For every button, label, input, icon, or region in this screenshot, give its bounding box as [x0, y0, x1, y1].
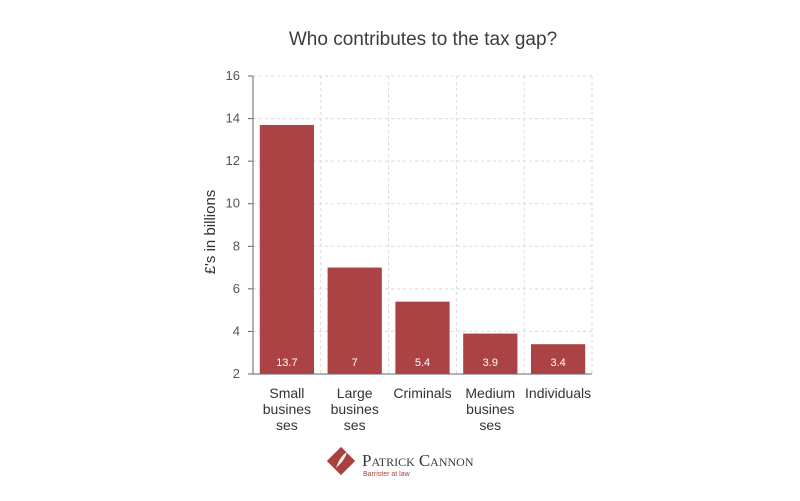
- bar-data-label: 13.7: [276, 357, 297, 369]
- y-tick-label: 2: [233, 366, 240, 381]
- bar-data-label: 3.4: [550, 357, 565, 369]
- quill-diamond-icon: [326, 446, 356, 476]
- y-tick-label: 8: [233, 238, 240, 253]
- brand-tagline: Barrister at law: [363, 471, 411, 478]
- brand-logo: PATRICK CANNON Barrister at law: [326, 446, 474, 478]
- bar: [463, 333, 518, 374]
- chart-title: Who contributes to the tax gap?: [289, 29, 557, 50]
- axes: [248, 75, 592, 375]
- bar-data-label: 3.9: [483, 357, 498, 369]
- y-axis-label: £'s in billions: [202, 190, 219, 275]
- bar: [327, 267, 382, 374]
- x-category-label: Large busines ses: [331, 385, 379, 433]
- x-category-label: Individuals: [525, 385, 591, 401]
- y-tick-label: 6: [233, 281, 240, 296]
- x-category-label: Medium busines ses: [465, 385, 515, 433]
- y-tick-label: 16: [226, 68, 240, 83]
- bars: 13.7 7 5.4 3.9 3.4: [259, 124, 586, 374]
- x-category-label: Small busines ses: [263, 385, 311, 433]
- bar-data-label: 5.4: [415, 357, 430, 369]
- y-tick-label: 10: [226, 196, 240, 211]
- bar: [530, 344, 586, 374]
- y-tick-labels: 2 4 6 8 10 12 14 16: [226, 68, 240, 381]
- y-tick-label: 14: [226, 111, 240, 126]
- bar: [259, 124, 315, 374]
- y-tick-label: 4: [233, 323, 240, 338]
- x-category-label: Criminals: [393, 385, 451, 401]
- bar: [395, 301, 450, 374]
- brand-name: PATRICK CANNON: [362, 451, 474, 470]
- bar-data-label: 7: [352, 357, 358, 369]
- x-category-labels: Small busines ses Large busines ses Criminals M…: [263, 385, 591, 433]
- y-tick-label: 12: [226, 153, 240, 168]
